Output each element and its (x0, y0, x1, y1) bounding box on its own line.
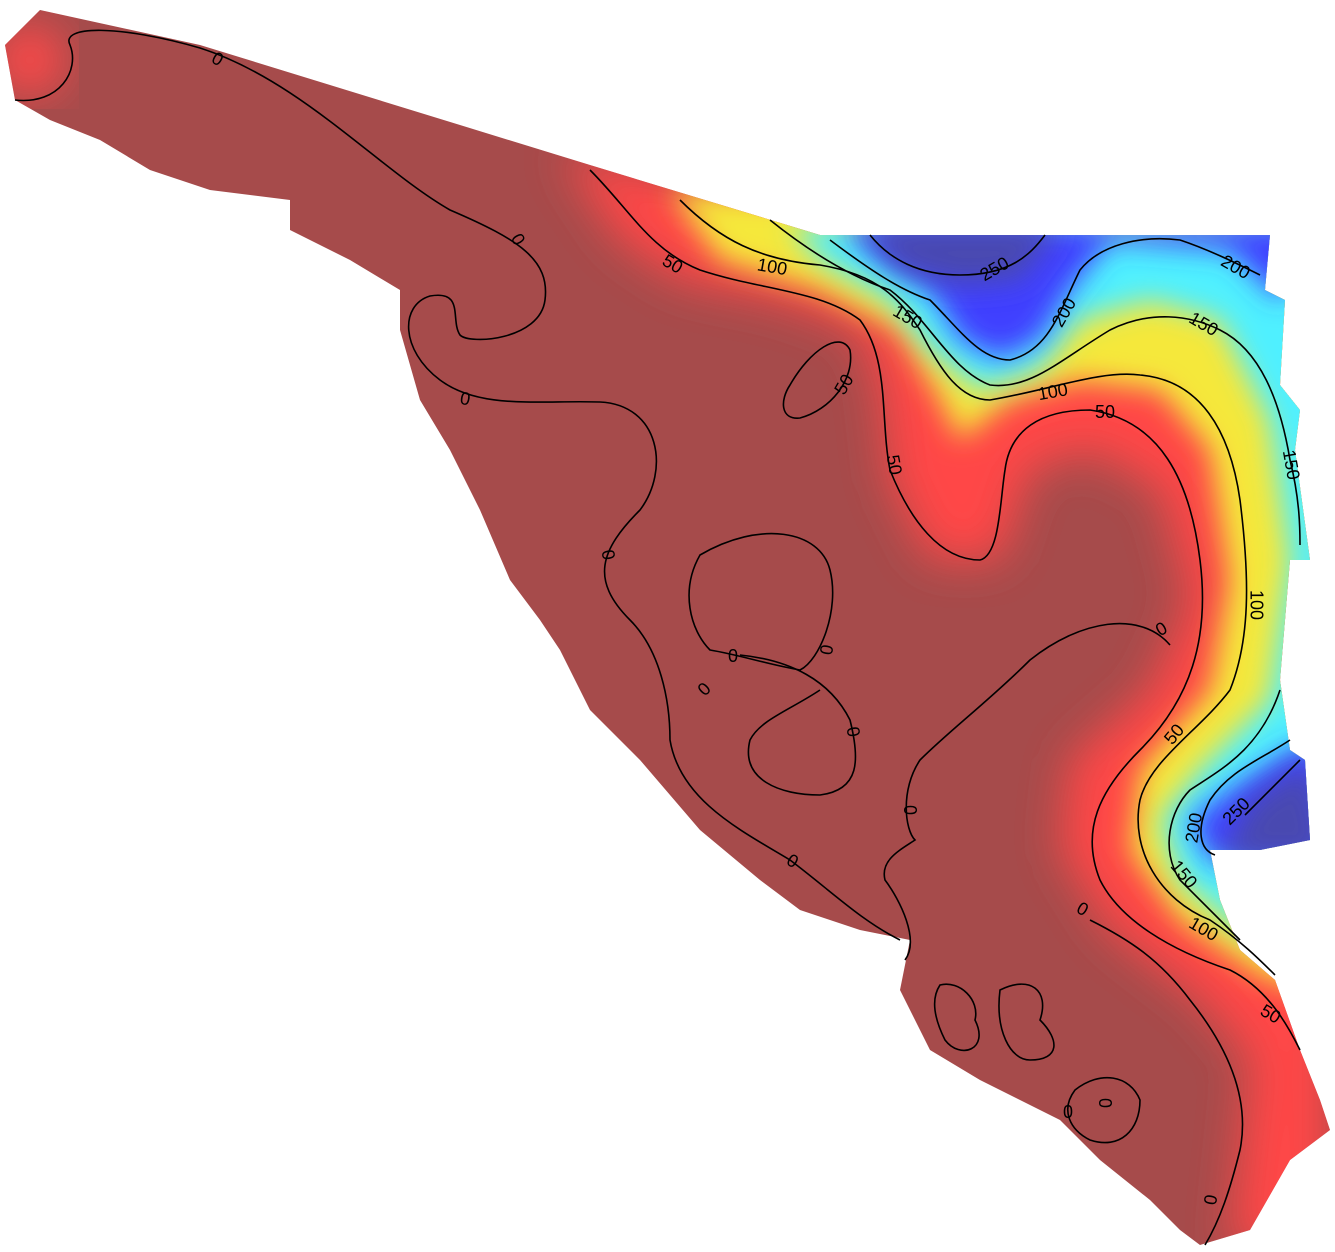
contour-label: 0 (843, 725, 864, 738)
contour-label: 0 (901, 805, 921, 815)
contour-label: 0 (816, 643, 837, 656)
contour-label: 50 (1095, 402, 1115, 422)
contour-label: 0 (728, 646, 738, 666)
contour-label: 0 (598, 548, 619, 561)
contour-label: 50 (883, 453, 906, 476)
contour-label: 0 (459, 388, 472, 409)
contour-lines (14, 29, 1301, 1246)
contour-label: 0 (1200, 1193, 1221, 1206)
contour-label: 100 (1246, 590, 1266, 620)
contour-label: 0 (1096, 1098, 1116, 1108)
contour-label: 0 (1063, 1102, 1073, 1122)
